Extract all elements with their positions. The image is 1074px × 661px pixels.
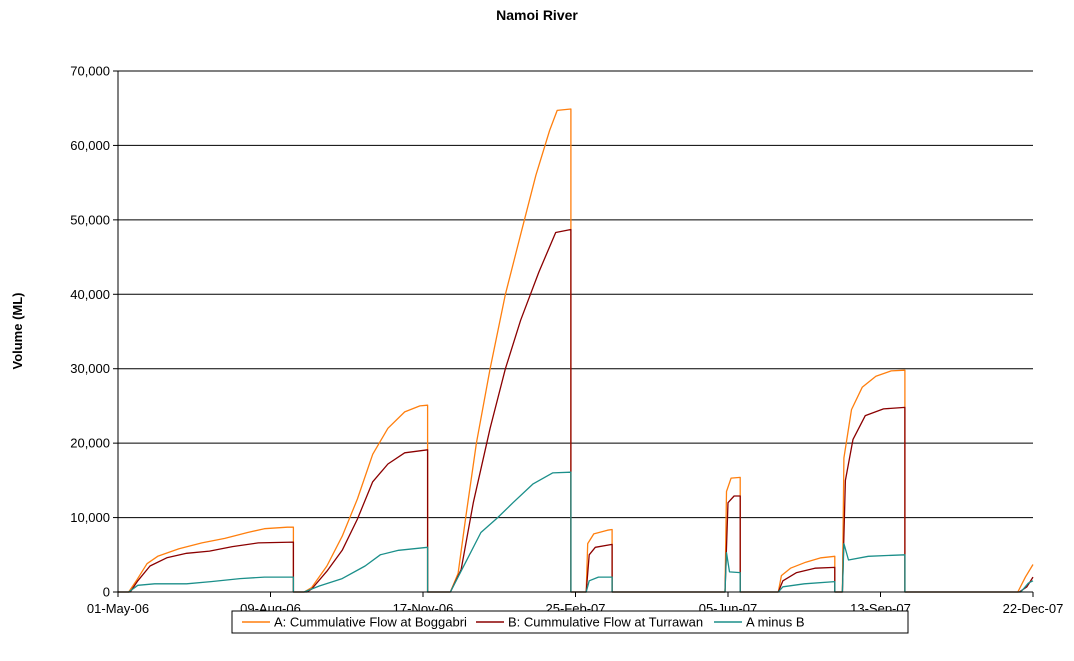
- y-tick-label-4: 40,000: [70, 287, 110, 302]
- y-tick-label-6: 60,000: [70, 138, 110, 153]
- y-tick-label-7: 70,000: [70, 64, 110, 79]
- y-tick-labels: 0 10,000 20,000 30,000 40,000 50,000 60,000 70,…: [70, 64, 110, 600]
- y-axis-label: Volume (ML): [10, 292, 25, 369]
- legend-label-3: A minus B: [746, 615, 805, 630]
- series-line-2: [118, 228, 1034, 593]
- series-lines: [118, 108, 1034, 593]
- legend: A: Cummulative Flow at Boggabri B: Cummul…: [231, 610, 909, 634]
- chart-title: Namoi River: [496, 7, 578, 23]
- y-tick-label-5: 50,000: [70, 212, 110, 227]
- series-line-3: [118, 471, 1034, 593]
- y-tick-label-2: 20,000: [70, 436, 110, 451]
- axes: [113, 70, 1034, 597]
- x-tick-label-6: 22-Dec-07: [1003, 601, 1064, 616]
- y-tick-label-0: 0: [103, 585, 110, 600]
- legend-label-2: B: Cummulative Flow at Turrawan: [508, 615, 703, 630]
- series-line-1: [118, 108, 1034, 593]
- legend-label-1: A: Cummulative Flow at Boggabri: [274, 615, 467, 630]
- x-tick-label-0: 01-May-06: [87, 601, 149, 616]
- gridlines: [118, 70, 1033, 519]
- legend-box: [231, 610, 909, 634]
- y-tick-label-3: 30,000: [70, 361, 110, 376]
- y-tick-label-1: 10,000: [70, 510, 110, 525]
